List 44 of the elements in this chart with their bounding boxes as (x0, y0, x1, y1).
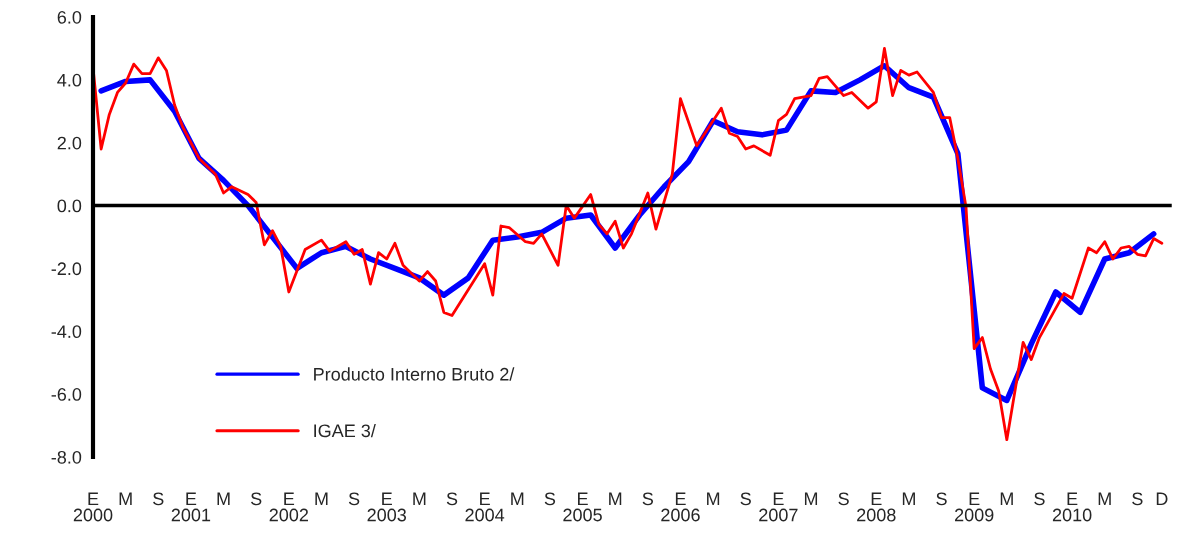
x-tick-label: E 2004 (465, 492, 505, 522)
x-tick-label: M (707, 492, 720, 506)
x-tick-label: E 2006 (661, 492, 700, 522)
x-tick-label: M (315, 492, 328, 506)
x-tick-label: M (1000, 492, 1013, 506)
x-tick-label: M (609, 492, 622, 506)
y-tick-label: -8.0 (51, 450, 82, 464)
x-tick-label: M (1098, 492, 1111, 506)
y-tick-label: -2.0 (51, 262, 82, 276)
x-tick-label: S (936, 492, 947, 506)
legend-label: Producto Interno Bruto 2/ (314, 367, 515, 381)
x-tick-label: E 2003 (367, 492, 407, 522)
x-tick-label: S (544, 492, 556, 506)
x-tick-label: S (446, 492, 458, 506)
x-tick-label: S (250, 492, 262, 506)
x-tick-label: S (153, 492, 164, 506)
y-tick-label: 0.0 (57, 199, 82, 213)
x-tick-label: M (902, 492, 915, 506)
y-tick-label: 6.0 (57, 10, 82, 24)
x-tick-label: S (1034, 492, 1045, 506)
x-tick-label: M (804, 492, 818, 506)
x-tick-label: E 2000 (73, 492, 113, 522)
y-tick-label: 2.0 (57, 136, 82, 150)
x-tick-label: E 2010 (1052, 492, 1092, 522)
y-tick-label: 4.0 (57, 73, 82, 87)
x-tick-label: E 2005 (563, 492, 602, 522)
y-tick-label: -6.0 (51, 388, 82, 401)
x-tick-label: M (119, 492, 132, 506)
y-tick-label: -4.0 (51, 325, 82, 339)
x-tick-label: M (413, 492, 426, 506)
x-tick-label: M (511, 492, 524, 506)
x-tick-label: S (1132, 492, 1143, 506)
x-tick-label: S (838, 492, 849, 506)
x-tick-label: E 2008 (857, 492, 896, 522)
x-tick-label: S (348, 492, 360, 506)
x-tick-label: E 2009 (955, 492, 994, 522)
x-tick-label: S (642, 492, 654, 506)
x-tick-label: D (1156, 492, 1168, 506)
x-tick-label: E 2002 (269, 492, 308, 522)
x-tick-label: S (740, 492, 751, 506)
x-tick-label: M (217, 492, 230, 506)
legend-label: IGAE 3/ (314, 423, 376, 438)
x-tick-label: E 2001 (171, 492, 211, 522)
x-tick-label: E 2007 (759, 492, 798, 522)
